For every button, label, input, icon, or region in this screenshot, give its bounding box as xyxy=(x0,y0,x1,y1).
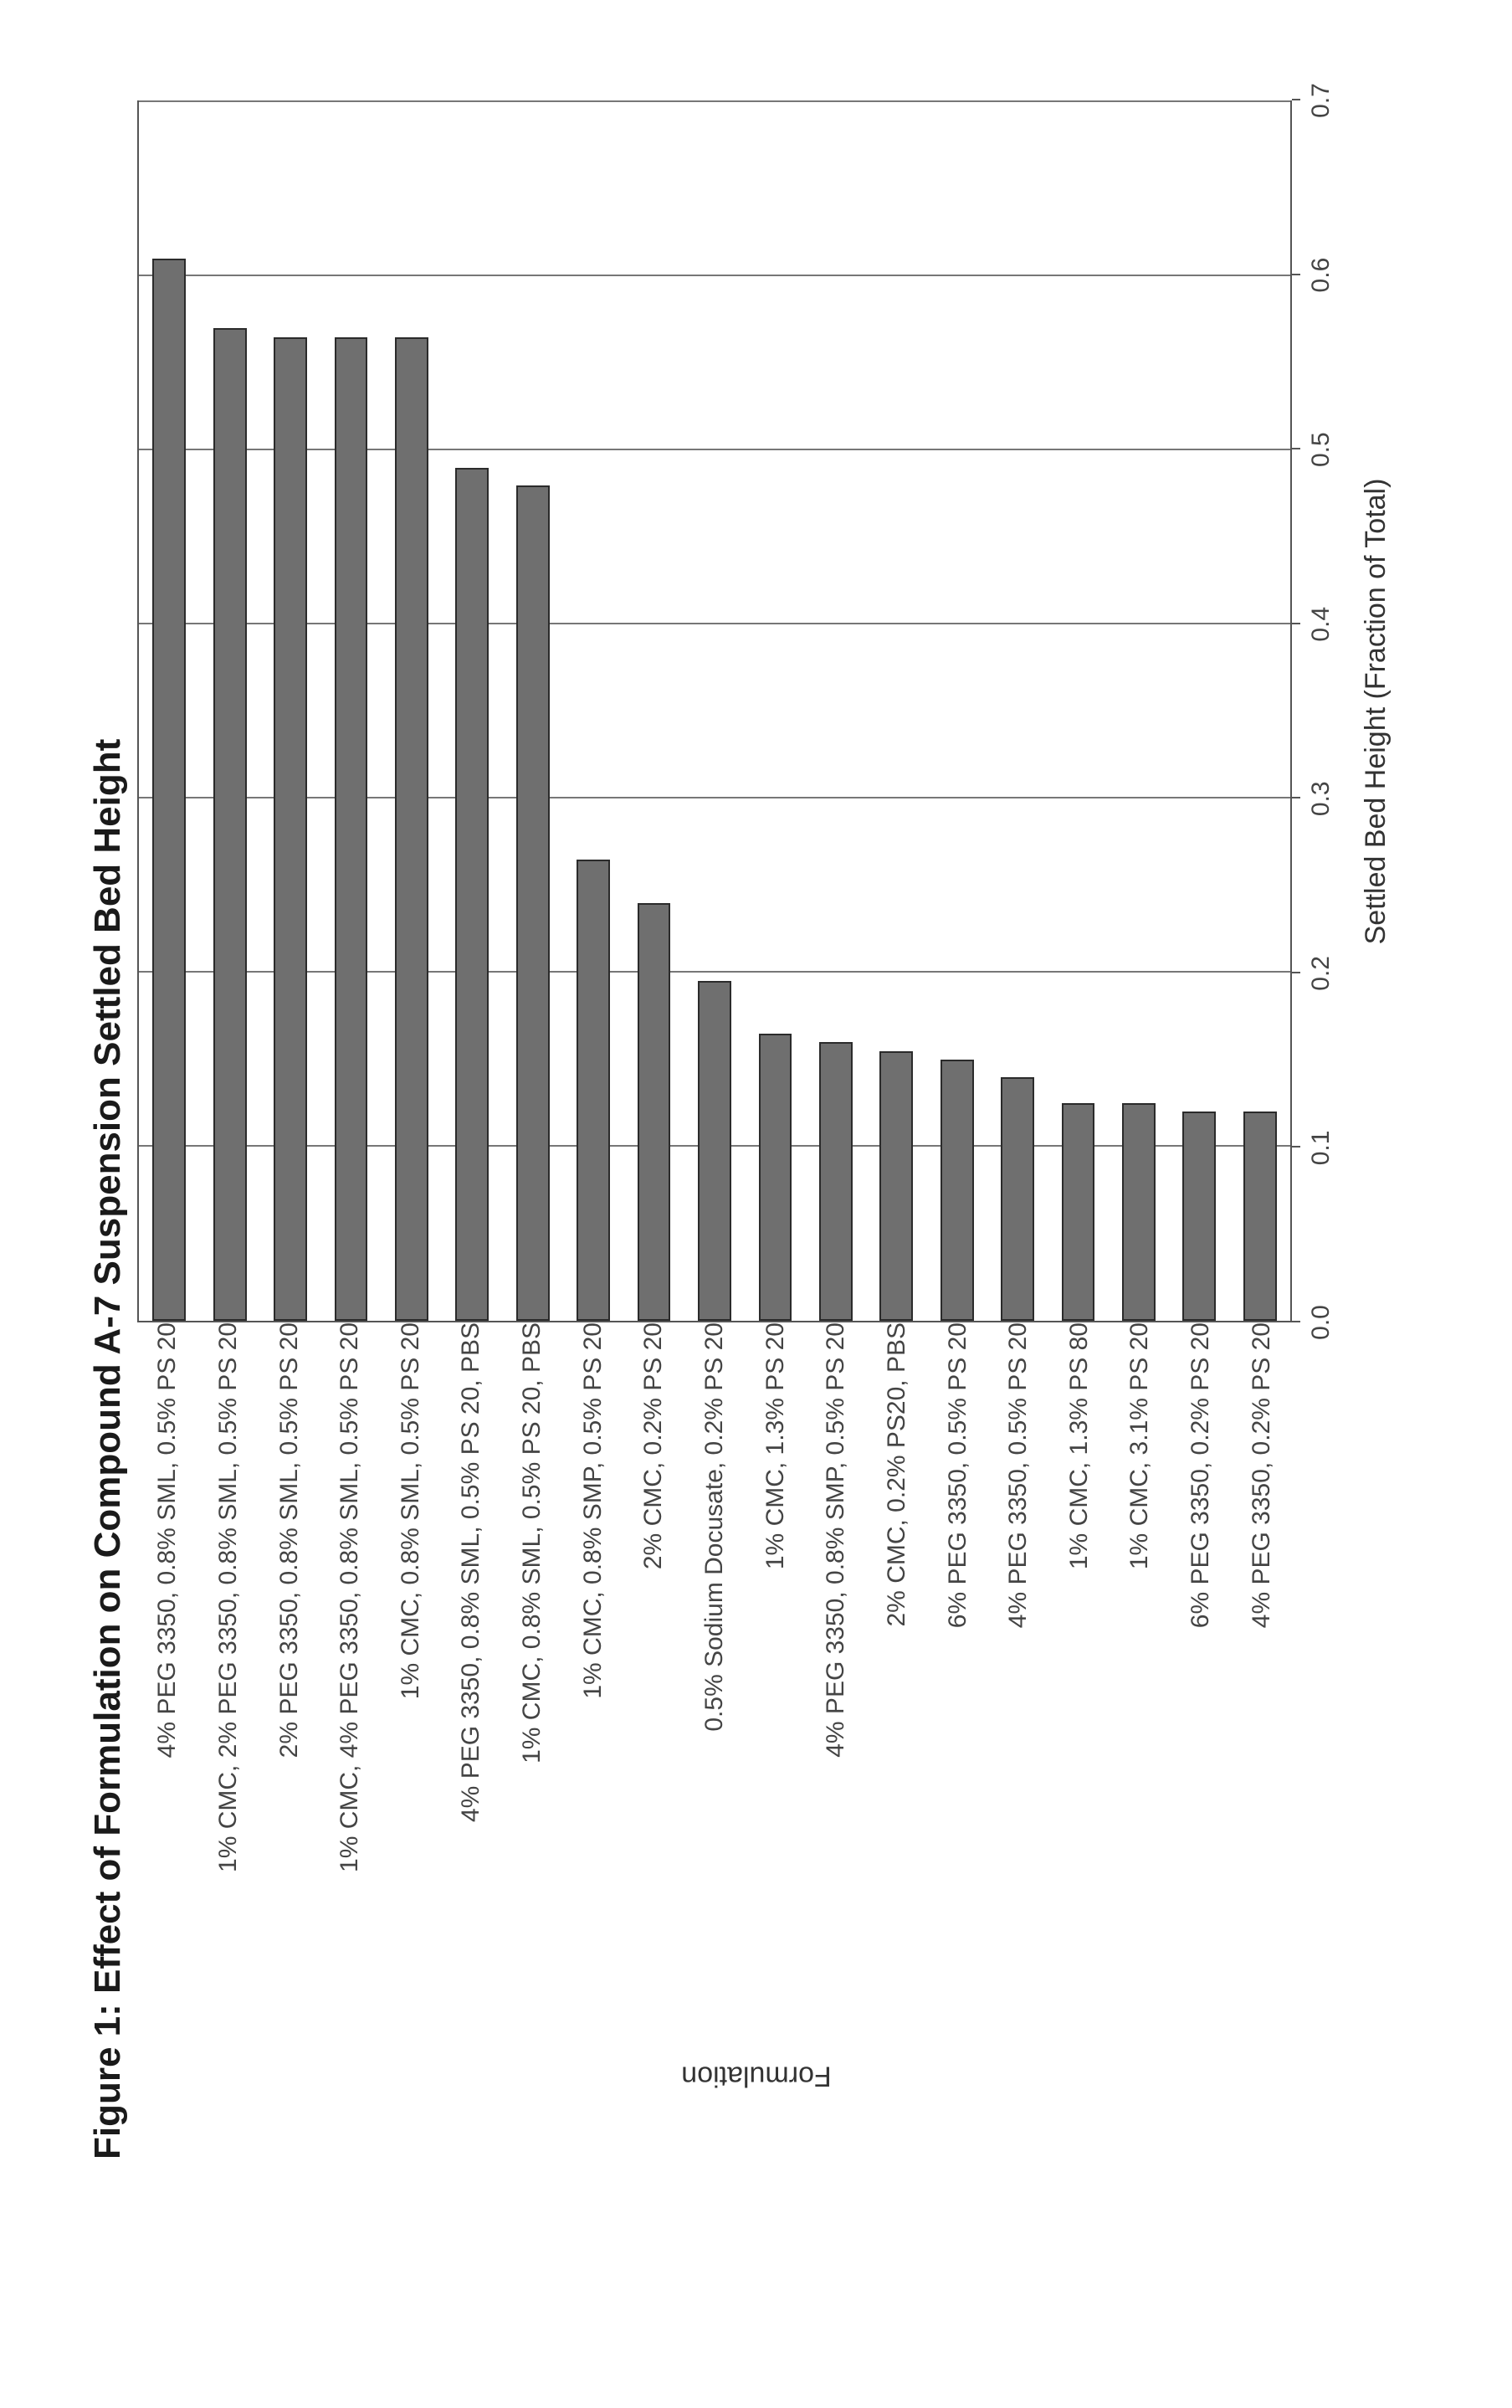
category-label: 6% PEG 3350, 0.2% PS 20 xyxy=(1187,1322,1215,1628)
x-axis-title: Settled Bed Height (Fraction of Total) xyxy=(1360,100,1392,1322)
category-label: 2% CMC, 0.2% PS 20 xyxy=(639,1322,668,1569)
category-label: 1% CMC, 0.8% SML, 0.5% PS 20, PBS xyxy=(518,1322,546,1764)
gridline xyxy=(139,449,1290,450)
bar xyxy=(152,259,186,1321)
bar xyxy=(577,860,610,1321)
category-label: 0.5% Sodium Docusate, 0.2% PS 20 xyxy=(700,1322,729,1732)
bar xyxy=(515,485,549,1321)
chart-title: Figure 1: Effect of Formulation on Compo… xyxy=(87,67,129,2159)
x-tick-label: 0.1 xyxy=(1307,1131,1335,1166)
x-tick-mark xyxy=(1292,972,1300,973)
bar xyxy=(213,328,246,1321)
category-label: 4% PEG 3350, 0.2% PS 20 xyxy=(1247,1322,1275,1628)
x-tick-mark xyxy=(1292,448,1300,449)
gridline xyxy=(139,797,1290,798)
x-tick-mark xyxy=(1292,274,1300,275)
category-label: 1% CMC, 1.3% PS 20 xyxy=(761,1322,789,1569)
gridline xyxy=(139,623,1290,624)
rotated-canvas: Figure 1: Effect of Formulation on Compo… xyxy=(87,67,1426,2159)
category-label: 4% PEG 3350, 0.8% SML, 0.5% PS 20, PBS xyxy=(457,1322,485,1822)
figure: Figure 1: Effect of Formulation on Compo… xyxy=(87,67,1426,2159)
category-label: 1% CMC, 3.1% PS 20 xyxy=(1125,1322,1154,1569)
x-tick-label: 0.4 xyxy=(1307,607,1335,642)
x-tick-label: 0.5 xyxy=(1307,432,1335,467)
category-label: 4% PEG 3350, 0.5% PS 20 xyxy=(1004,1322,1033,1628)
gridline xyxy=(139,971,1290,973)
bar xyxy=(698,981,731,1321)
bar xyxy=(455,468,489,1321)
category-label: 1% CMC, 0.8% SML, 0.5% PS 20 xyxy=(396,1322,424,1699)
bar xyxy=(394,337,428,1321)
x-tick-label: 0.6 xyxy=(1307,258,1335,293)
bar xyxy=(637,903,670,1321)
x-axis-ticks: 0.00.10.20.30.40.50.60.7 xyxy=(1300,100,1342,1322)
page: Figure 1: Effect of Formulation on Compo… xyxy=(0,0,1512,2408)
gridline xyxy=(139,275,1290,276)
bar-chart: Figure 1: Effect of Formulation on Compo… xyxy=(87,67,1426,2159)
x-tick-label: 0.3 xyxy=(1307,781,1335,816)
gridline xyxy=(139,100,1290,102)
bar xyxy=(818,1042,852,1321)
bar xyxy=(1122,1103,1156,1321)
plot-area xyxy=(137,100,1292,1322)
category-label: 6% PEG 3350, 0.5% PS 20 xyxy=(943,1322,971,1628)
bar xyxy=(1182,1112,1216,1321)
category-label: 1% CMC, 1.3% PS 80 xyxy=(1064,1322,1093,1569)
x-tick-mark xyxy=(1292,797,1300,798)
category-label: 1% CMC, 0.8% SMP, 0.5% PS 20 xyxy=(578,1322,607,1699)
x-tick-label: 0.0 xyxy=(1307,1305,1335,1340)
bar xyxy=(334,337,367,1321)
bar xyxy=(1243,1112,1276,1321)
bar xyxy=(758,1034,792,1321)
bar xyxy=(879,1051,913,1321)
x-tick-mark xyxy=(1292,623,1300,624)
bar xyxy=(274,337,307,1321)
x-tick-mark xyxy=(1292,1321,1300,1322)
bar xyxy=(1001,1077,1034,1321)
x-tick-mark xyxy=(1292,99,1300,100)
bar xyxy=(1061,1103,1094,1321)
category-label: 2% CMC, 0.2% PS20, PBS xyxy=(882,1322,910,1627)
category-label: 1% CMC, 2% PEG 3350, 0.8% SML, 0.5% PS 2… xyxy=(213,1322,242,1872)
category-label: 2% PEG 3350, 0.8% SML, 0.5% PS 20 xyxy=(274,1322,303,1758)
bar xyxy=(940,1060,973,1321)
category-label: 4% PEG 3350, 0.8% SML, 0.5% PS 20 xyxy=(153,1322,182,1758)
x-tick-mark xyxy=(1292,1146,1300,1148)
category-labels-column: 4% PEG 3350, 0.8% SML, 0.5% PS 20 1% CMC,… xyxy=(137,1322,1292,2109)
x-tick-label: 0.7 xyxy=(1307,83,1335,118)
category-label: 1% CMC, 4% PEG 3350, 0.8% SML, 0.5% PS 2… xyxy=(336,1322,364,1872)
x-tick-label: 0.2 xyxy=(1307,956,1335,991)
category-label: 4% PEG 3350, 0.8% SMP, 0.5% PS 20 xyxy=(822,1322,850,1758)
